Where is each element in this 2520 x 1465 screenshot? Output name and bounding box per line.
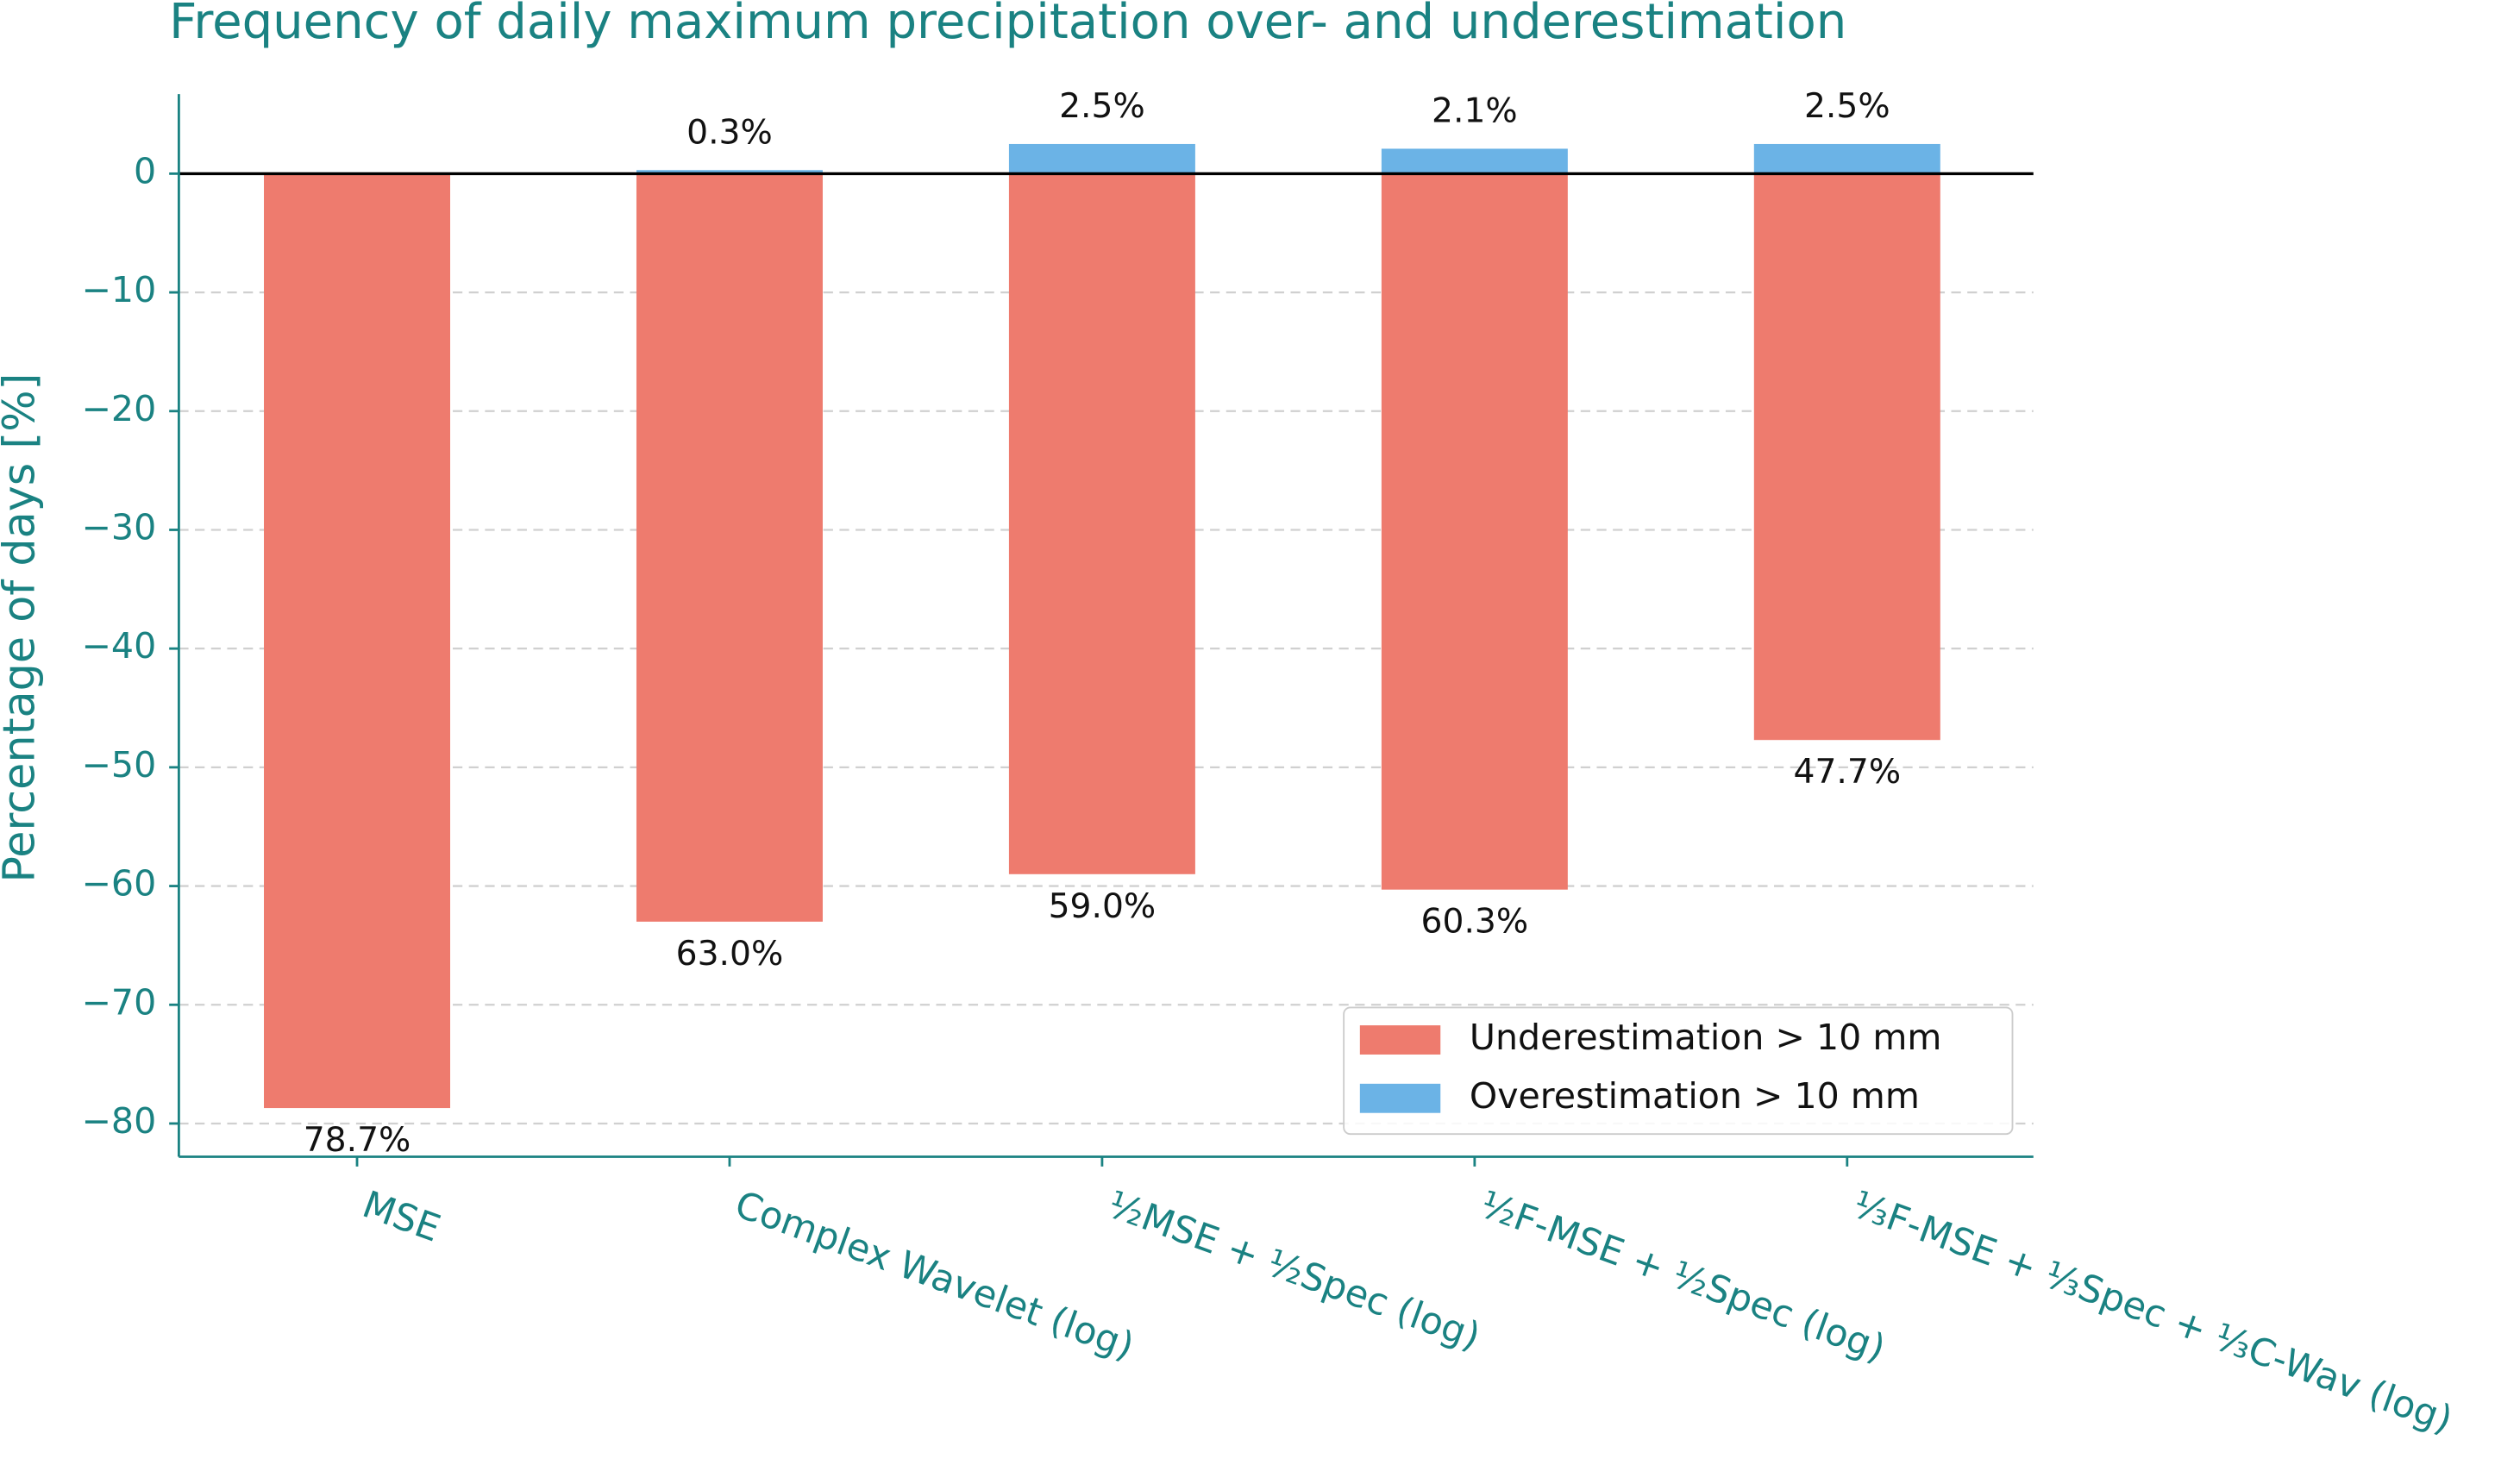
y-tick-label: −60 xyxy=(81,862,156,904)
data-label: 47.7% xyxy=(1794,752,1902,792)
x-tick-label: MSE xyxy=(357,1183,446,1251)
bar xyxy=(1008,143,1195,174)
x-tick-label: ½MSE + ½Spec (log) xyxy=(1102,1183,1486,1359)
y-tick-label: −10 xyxy=(81,269,156,310)
data-label: 0.3% xyxy=(686,112,773,152)
data-label: 2.1% xyxy=(1432,91,1518,130)
data-label: 78.7% xyxy=(304,1120,411,1160)
bar xyxy=(636,170,823,174)
data-label: 2.5% xyxy=(1059,86,1145,126)
data-label: 63.0% xyxy=(676,934,784,974)
y-tick-label: −70 xyxy=(81,981,156,1023)
y-tick-label: 0 xyxy=(134,150,156,191)
bar xyxy=(1008,173,1195,874)
bar xyxy=(1381,173,1568,890)
data-label: 59.0% xyxy=(1049,886,1157,926)
legend-swatch xyxy=(1359,1083,1441,1113)
y-tick-label: −20 xyxy=(81,388,156,429)
y-tick-label: −80 xyxy=(81,1100,156,1142)
data-label: 2.5% xyxy=(1804,86,1890,126)
chart-title: Frequency of daily maximum precipitation… xyxy=(169,0,1846,50)
legend-swatch xyxy=(1359,1025,1441,1055)
x-tick-label: ⅓F-MSE + ⅓Spec + ⅓C-Wav (log) xyxy=(1847,1183,2458,1443)
y-tick-label: −50 xyxy=(81,744,156,786)
bar xyxy=(1753,173,1940,741)
data-label: 60.3% xyxy=(1421,902,1529,942)
bar xyxy=(636,173,823,922)
bar xyxy=(1753,143,1940,174)
legend-label: Underestimation > 10 mm xyxy=(1470,1017,1942,1058)
y-axis-label: Percentage of days [%] xyxy=(0,373,45,883)
x-tick-label: Complex Wavelet (log) xyxy=(730,1183,1139,1368)
bar xyxy=(264,173,450,1109)
y-tick-label: −40 xyxy=(81,625,156,667)
legend-label: Overestimation > 10 mm xyxy=(1470,1075,1920,1117)
bar xyxy=(1381,148,1568,174)
x-tick-label: ½F-MSE + ½Spec (log) xyxy=(1475,1183,1891,1371)
y-tick-label: −30 xyxy=(81,506,156,548)
legend-box xyxy=(1343,1006,2014,1136)
